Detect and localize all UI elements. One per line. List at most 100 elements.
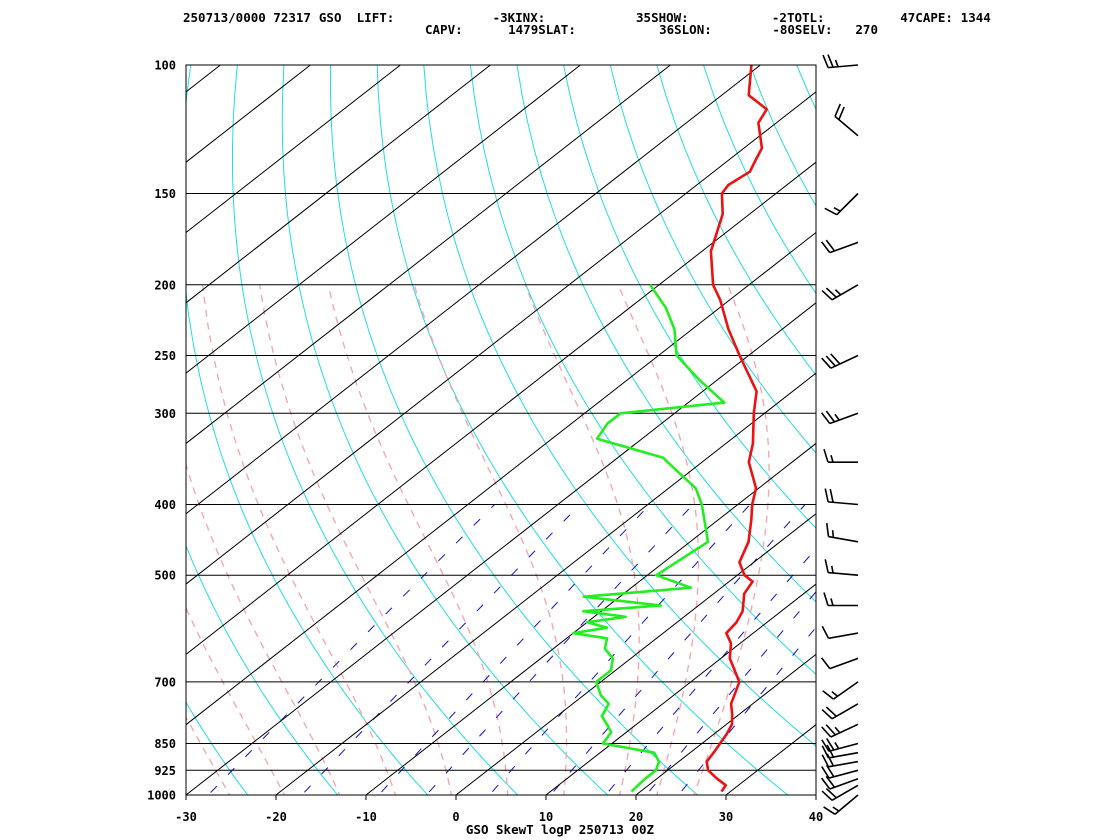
dry-adiabat xyxy=(890,65,1120,811)
temperature-tick-label: 20 xyxy=(629,810,643,824)
wind-barb xyxy=(822,681,859,700)
moist-adiabat xyxy=(202,284,397,795)
h1-show-label: SHOW: xyxy=(651,10,689,25)
isotherm xyxy=(455,513,816,795)
header-line-1: 250713/0000 72317 GSO LIFT: -3KINX: 35SHOW: -… xyxy=(183,10,991,25)
h1-totl-label: TOTL: xyxy=(786,10,825,25)
wind-barb xyxy=(821,753,859,768)
mixing-ratio-line xyxy=(645,591,816,795)
dry-adiabat xyxy=(983,65,1120,811)
dry-adiabat xyxy=(186,544,339,795)
wind-barb xyxy=(824,559,859,576)
dry-adiabat xyxy=(656,65,816,376)
h1-cape-value: 1344 xyxy=(960,10,991,25)
h1-kinx-label: KINX: xyxy=(507,10,546,25)
plot-frame xyxy=(185,64,817,796)
wind-barb xyxy=(821,784,859,801)
dry-adiabat xyxy=(329,65,699,795)
h1-cape-label: CAPE: xyxy=(915,10,953,25)
dry-adiabat xyxy=(281,65,609,795)
temperature-tick-label: 30 xyxy=(719,810,733,824)
dewpoint-trace xyxy=(572,284,726,793)
dry-adiabat xyxy=(1076,65,1120,811)
h2-slat-value: 36 xyxy=(659,22,675,37)
h1-station: GSO xyxy=(318,10,342,25)
wind-barb xyxy=(824,488,859,506)
dry-adiabat xyxy=(609,65,816,454)
isotherm xyxy=(186,65,221,93)
dry-adiabat xyxy=(186,65,429,795)
wind-barb xyxy=(820,239,859,254)
isotherm xyxy=(635,653,816,795)
wind-barb xyxy=(822,54,859,69)
h1-lift-value: -3 xyxy=(492,10,508,25)
wind-barb xyxy=(823,592,858,607)
isotherm xyxy=(186,302,816,795)
wind-barb xyxy=(821,738,859,753)
pressure-tick-label: 150 xyxy=(154,187,176,201)
temperature-trace xyxy=(705,65,768,793)
h1-stamp: 250713/0000 72317 xyxy=(183,10,311,25)
isotherm xyxy=(815,794,816,795)
isotherm xyxy=(365,442,816,795)
dry-adiabat xyxy=(937,65,1120,811)
wind-barb xyxy=(821,353,859,369)
mixing-ratio-line xyxy=(301,504,581,795)
footer-caption: GSO SkewT logP 250713 00Z xyxy=(466,822,655,837)
isotherm xyxy=(186,65,581,374)
temperature-tick-label: -10 xyxy=(355,810,377,824)
isotherm xyxy=(186,231,816,726)
h2-selv-value: 270 xyxy=(855,22,878,37)
mixing-ratio-line xyxy=(488,504,751,795)
isotherm xyxy=(0,65,130,795)
header-line-2: CAPV: 1479SLAT: 36SLON: -80SELV: 270 xyxy=(425,22,878,37)
dry-adiabat xyxy=(843,65,1120,811)
h2-capv-label: CAPV: xyxy=(425,22,463,37)
dry-adiabat xyxy=(749,65,816,207)
mixing-ratio-line xyxy=(549,504,806,795)
wind-barb xyxy=(823,448,858,464)
dry-adiabat xyxy=(1030,65,1120,811)
pressure-tick-label: 300 xyxy=(154,407,176,421)
isotherm xyxy=(186,65,671,445)
pressure-tick-label: 925 xyxy=(154,764,176,778)
wind-barb xyxy=(821,284,859,301)
wind-barb xyxy=(821,625,859,640)
isotherm xyxy=(186,91,816,585)
wind-barb xyxy=(824,192,859,216)
dry-adiabat xyxy=(516,65,816,603)
h2-slon-value: -80 xyxy=(772,22,795,37)
pressure-tick-label: 250 xyxy=(154,349,176,363)
temperature-tick-label: 40 xyxy=(809,810,823,824)
isotherm xyxy=(186,65,491,304)
pressure-tick-label: 400 xyxy=(154,498,176,512)
mixing-ratio-line xyxy=(677,626,816,795)
isotherm xyxy=(725,724,816,795)
mixing-ratio-line xyxy=(425,504,694,795)
pressure-tick-label: 850 xyxy=(154,737,176,751)
wind-barb xyxy=(821,764,859,779)
temperature-tick-label: -30 xyxy=(175,810,197,824)
moist-adiabat xyxy=(186,462,341,795)
wind-barb xyxy=(834,103,859,137)
dry-adiabat xyxy=(232,65,519,795)
wind-barb xyxy=(823,794,859,815)
h2-slon-label: SLON: xyxy=(674,22,712,37)
pressure-tick-label: 700 xyxy=(154,675,176,689)
h1-totl-value: 47 xyxy=(900,10,916,25)
h1-lift-label: LIFT: xyxy=(356,10,395,25)
temperature-tick-label: 0 xyxy=(452,810,459,824)
moist-adiabat xyxy=(186,606,286,795)
moist-adiabat xyxy=(693,284,770,795)
dry-adiabat xyxy=(469,65,816,675)
h1-kinx-value: 35 xyxy=(636,10,652,25)
isotherm xyxy=(186,65,401,234)
wind-barb xyxy=(820,657,859,670)
h1-show-value: -2 xyxy=(771,10,787,25)
mixing-ratio-line xyxy=(378,504,651,795)
dry-adiabat xyxy=(703,65,816,295)
temperature-tick-label: 10 xyxy=(539,810,553,824)
isotherm xyxy=(275,372,816,795)
pressure-tick-label: 500 xyxy=(154,569,176,583)
